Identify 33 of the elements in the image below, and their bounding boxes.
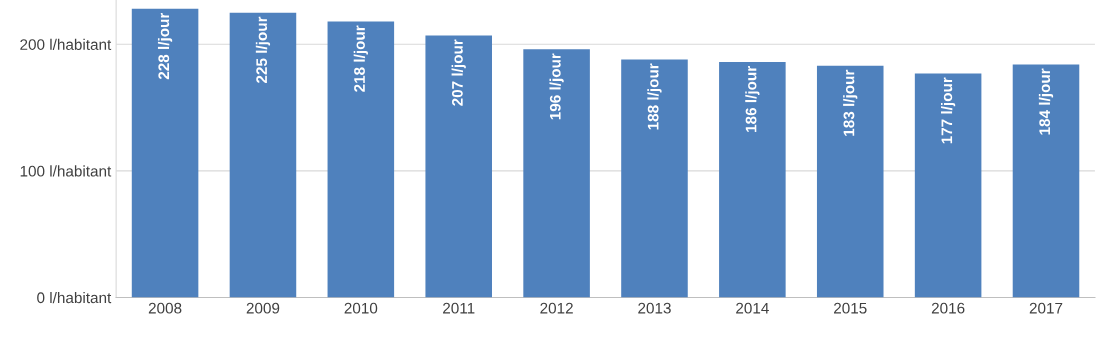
data-label: 177 l/jour [941,77,956,144]
bar [719,62,786,298]
data-label: 225 l/jour [255,16,271,83]
data-label: 207 l/jour [451,39,466,106]
bar [523,49,590,298]
y-tick-label: 0 l/habitant [37,291,112,304]
x-tick-label: 2017 [1029,302,1063,314]
data-label: 184 l/jour [1038,68,1054,135]
bar [816,65,884,298]
bar [425,35,492,298]
data-label: 218 l/jour [353,25,368,92]
x-tick-label: 2013 [638,302,671,314]
x-tick-label: 2015 [834,302,867,314]
bar [914,73,982,298]
data-label: 196 l/jour [549,53,564,120]
x-tick-label: 2009 [246,302,280,314]
x-tick-label: 2010 [344,302,378,314]
bar [621,59,688,298]
data-label: 188 l/jour [647,63,662,130]
x-tick-label: 2011 [443,302,475,314]
x-tick-label: 2012 [540,302,573,314]
x-tick-label: 2016 [931,302,965,314]
data-label: 228 l/jour [157,12,173,80]
bar [327,21,395,298]
x-tick-label: 2014 [736,302,769,314]
x-tick-label: 2008 [148,302,182,314]
y-tick-label: 100 l/habitant [20,165,112,177]
data-label: 183 l/jour [843,69,858,136]
data-label: 186 l/jour [745,66,760,132]
bar [1012,64,1080,298]
bar [229,12,297,298]
y-tick-label: 200 l/habitant [20,38,112,50]
bar [131,8,199,298]
